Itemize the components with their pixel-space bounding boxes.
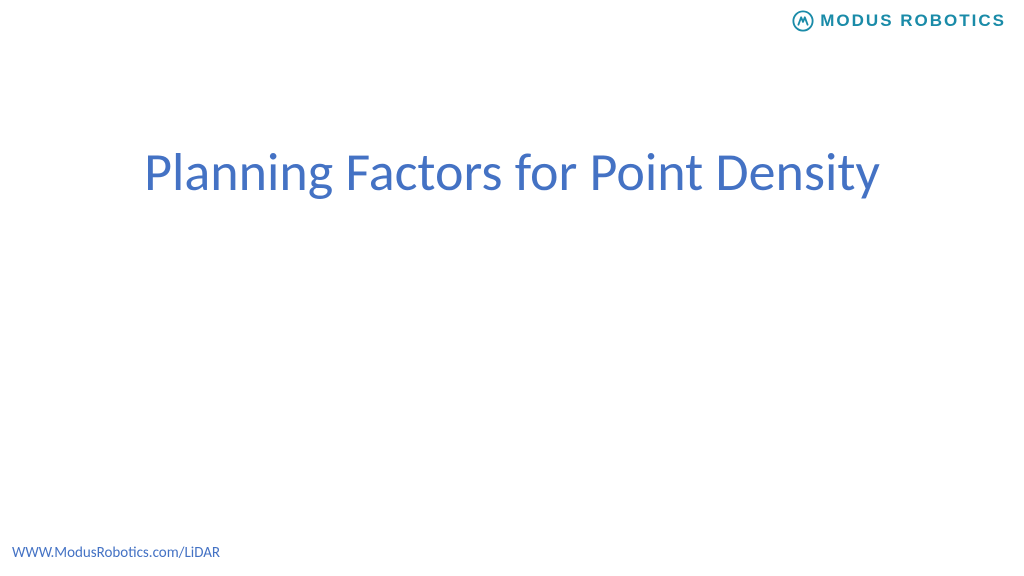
brand-logo-icon bbox=[792, 10, 814, 32]
slide-title-container: Planning Factors for Point Density bbox=[0, 140, 1024, 205]
footer-url: WWW.ModusRobotics.com/LiDAR bbox=[12, 544, 220, 562]
brand-name: MODUS ROBOTICS bbox=[820, 11, 1006, 31]
slide-title: Planning Factors for Point Density bbox=[60, 140, 964, 205]
brand-header: MODUS ROBOTICS bbox=[792, 10, 1006, 32]
